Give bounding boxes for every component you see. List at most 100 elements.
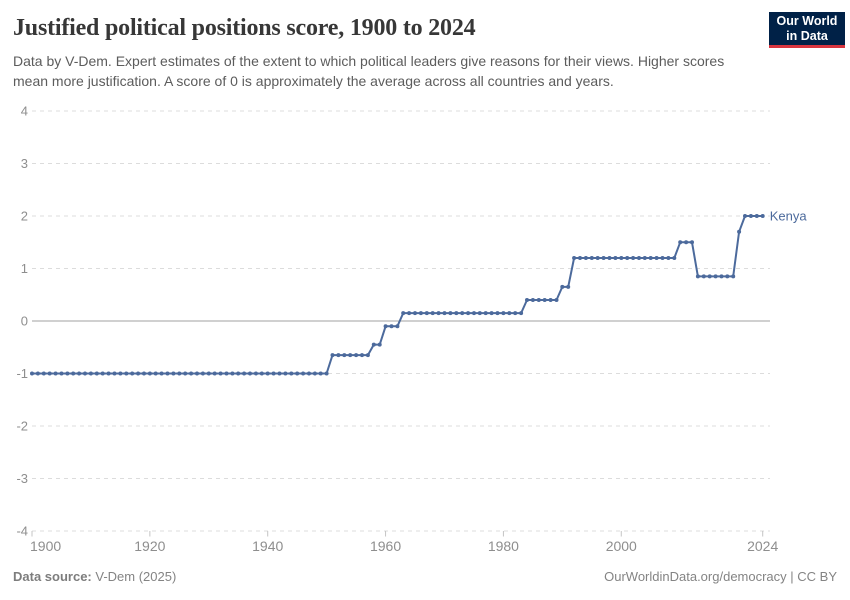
data-point[interactable] (112, 371, 117, 376)
data-point[interactable] (483, 311, 488, 316)
data-point[interactable] (448, 311, 453, 316)
data-point[interactable] (678, 240, 683, 245)
data-point[interactable] (253, 371, 258, 376)
data-point[interactable] (200, 371, 205, 376)
data-point[interactable] (754, 214, 759, 218)
data-point[interactable] (289, 371, 294, 376)
data-point[interactable] (530, 298, 535, 302)
data-point[interactable] (30, 371, 34, 376)
data-point[interactable] (578, 256, 582, 260)
data-point[interactable] (330, 353, 335, 358)
data-point[interactable] (489, 311, 494, 316)
data-point[interactable] (165, 371, 170, 376)
data-point[interactable] (389, 324, 394, 329)
data-point[interactable] (230, 371, 235, 376)
data-point[interactable] (607, 256, 612, 260)
data-point[interactable] (613, 256, 618, 260)
data-point[interactable] (106, 371, 111, 376)
owid-logo[interactable]: Our World in Data (769, 12, 845, 48)
data-point[interactable] (719, 274, 724, 279)
data-point[interactable] (583, 256, 588, 260)
data-point[interactable] (407, 311, 412, 316)
data-point[interactable] (41, 371, 46, 376)
data-point[interactable] (242, 371, 247, 376)
data-point[interactable] (206, 371, 211, 376)
data-point[interactable] (142, 371, 146, 376)
data-point[interactable] (336, 353, 341, 358)
data-point[interactable] (654, 256, 659, 260)
data-point[interactable] (672, 256, 677, 260)
data-point[interactable] (430, 311, 435, 316)
data-point[interactable] (519, 311, 524, 316)
data-point[interactable] (660, 256, 665, 260)
data-point[interactable] (513, 311, 518, 316)
data-point[interactable] (495, 311, 500, 316)
data-point[interactable] (377, 342, 382, 347)
data-point[interactable] (277, 371, 282, 376)
data-point[interactable] (35, 371, 40, 376)
data-point[interactable] (642, 256, 647, 260)
data-point[interactable] (560, 284, 565, 289)
data-point[interactable] (601, 256, 606, 260)
data-point[interactable] (401, 311, 406, 316)
data-point[interactable] (124, 371, 129, 376)
data-point[interactable] (760, 214, 765, 218)
data-point[interactable] (507, 311, 512, 316)
data-point[interactable] (589, 256, 594, 260)
data-point[interactable] (159, 371, 164, 376)
data-point[interactable] (259, 371, 264, 376)
data-point[interactable] (348, 353, 353, 358)
data-point[interactable] (648, 256, 653, 260)
data-point[interactable] (312, 371, 317, 376)
data-point[interactable] (77, 371, 82, 376)
data-point[interactable] (725, 274, 730, 279)
data-point[interactable] (501, 311, 506, 316)
data-point[interactable] (748, 214, 753, 218)
data-point[interactable] (637, 256, 641, 260)
data-point[interactable] (743, 214, 747, 218)
data-point[interactable] (424, 311, 429, 316)
data-point[interactable] (713, 274, 718, 279)
data-point[interactable] (525, 298, 529, 302)
credit-link[interactable]: OurWorldinData.org/democracy | CC BY (604, 569, 837, 584)
data-point[interactable] (354, 353, 359, 358)
data-point[interactable] (236, 371, 241, 376)
data-point[interactable] (342, 353, 347, 358)
data-point[interactable] (283, 371, 288, 376)
series-label-kenya[interactable]: Kenya (770, 209, 808, 224)
data-point[interactable] (71, 371, 76, 376)
data-point[interactable] (212, 371, 217, 376)
data-point[interactable] (619, 256, 624, 260)
data-point[interactable] (94, 371, 99, 376)
data-point[interactable] (218, 371, 223, 376)
data-point[interactable] (83, 371, 87, 376)
data-point[interactable] (454, 311, 459, 316)
data-point[interactable] (100, 371, 105, 376)
data-point[interactable] (47, 371, 52, 376)
data-point[interactable] (265, 371, 270, 376)
data-point[interactable] (177, 371, 182, 376)
data-point[interactable] (460, 311, 465, 316)
data-point[interactable] (477, 311, 482, 316)
data-point[interactable] (625, 256, 630, 260)
data-point[interactable] (690, 240, 694, 245)
data-point[interactable] (737, 229, 742, 234)
data-point[interactable] (224, 371, 229, 376)
data-point[interactable] (413, 311, 417, 316)
data-point[interactable] (566, 284, 571, 289)
data-point[interactable] (418, 311, 423, 316)
data-point[interactable] (548, 298, 553, 302)
data-point[interactable] (707, 274, 712, 279)
data-point[interactable] (554, 298, 559, 302)
data-point[interactable] (365, 353, 370, 358)
data-point[interactable] (572, 256, 577, 260)
data-point[interactable] (542, 298, 547, 302)
data-point[interactable] (383, 324, 388, 329)
data-point[interactable] (472, 311, 476, 316)
data-point[interactable] (295, 371, 300, 376)
data-point[interactable] (466, 311, 471, 316)
data-point[interactable] (189, 371, 194, 376)
data-point[interactable] (65, 371, 70, 376)
data-point[interactable] (171, 371, 176, 376)
data-point[interactable] (318, 371, 323, 376)
